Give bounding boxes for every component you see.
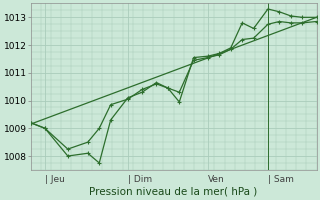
X-axis label: Pression niveau de la mer( hPa ): Pression niveau de la mer( hPa )	[90, 187, 258, 197]
